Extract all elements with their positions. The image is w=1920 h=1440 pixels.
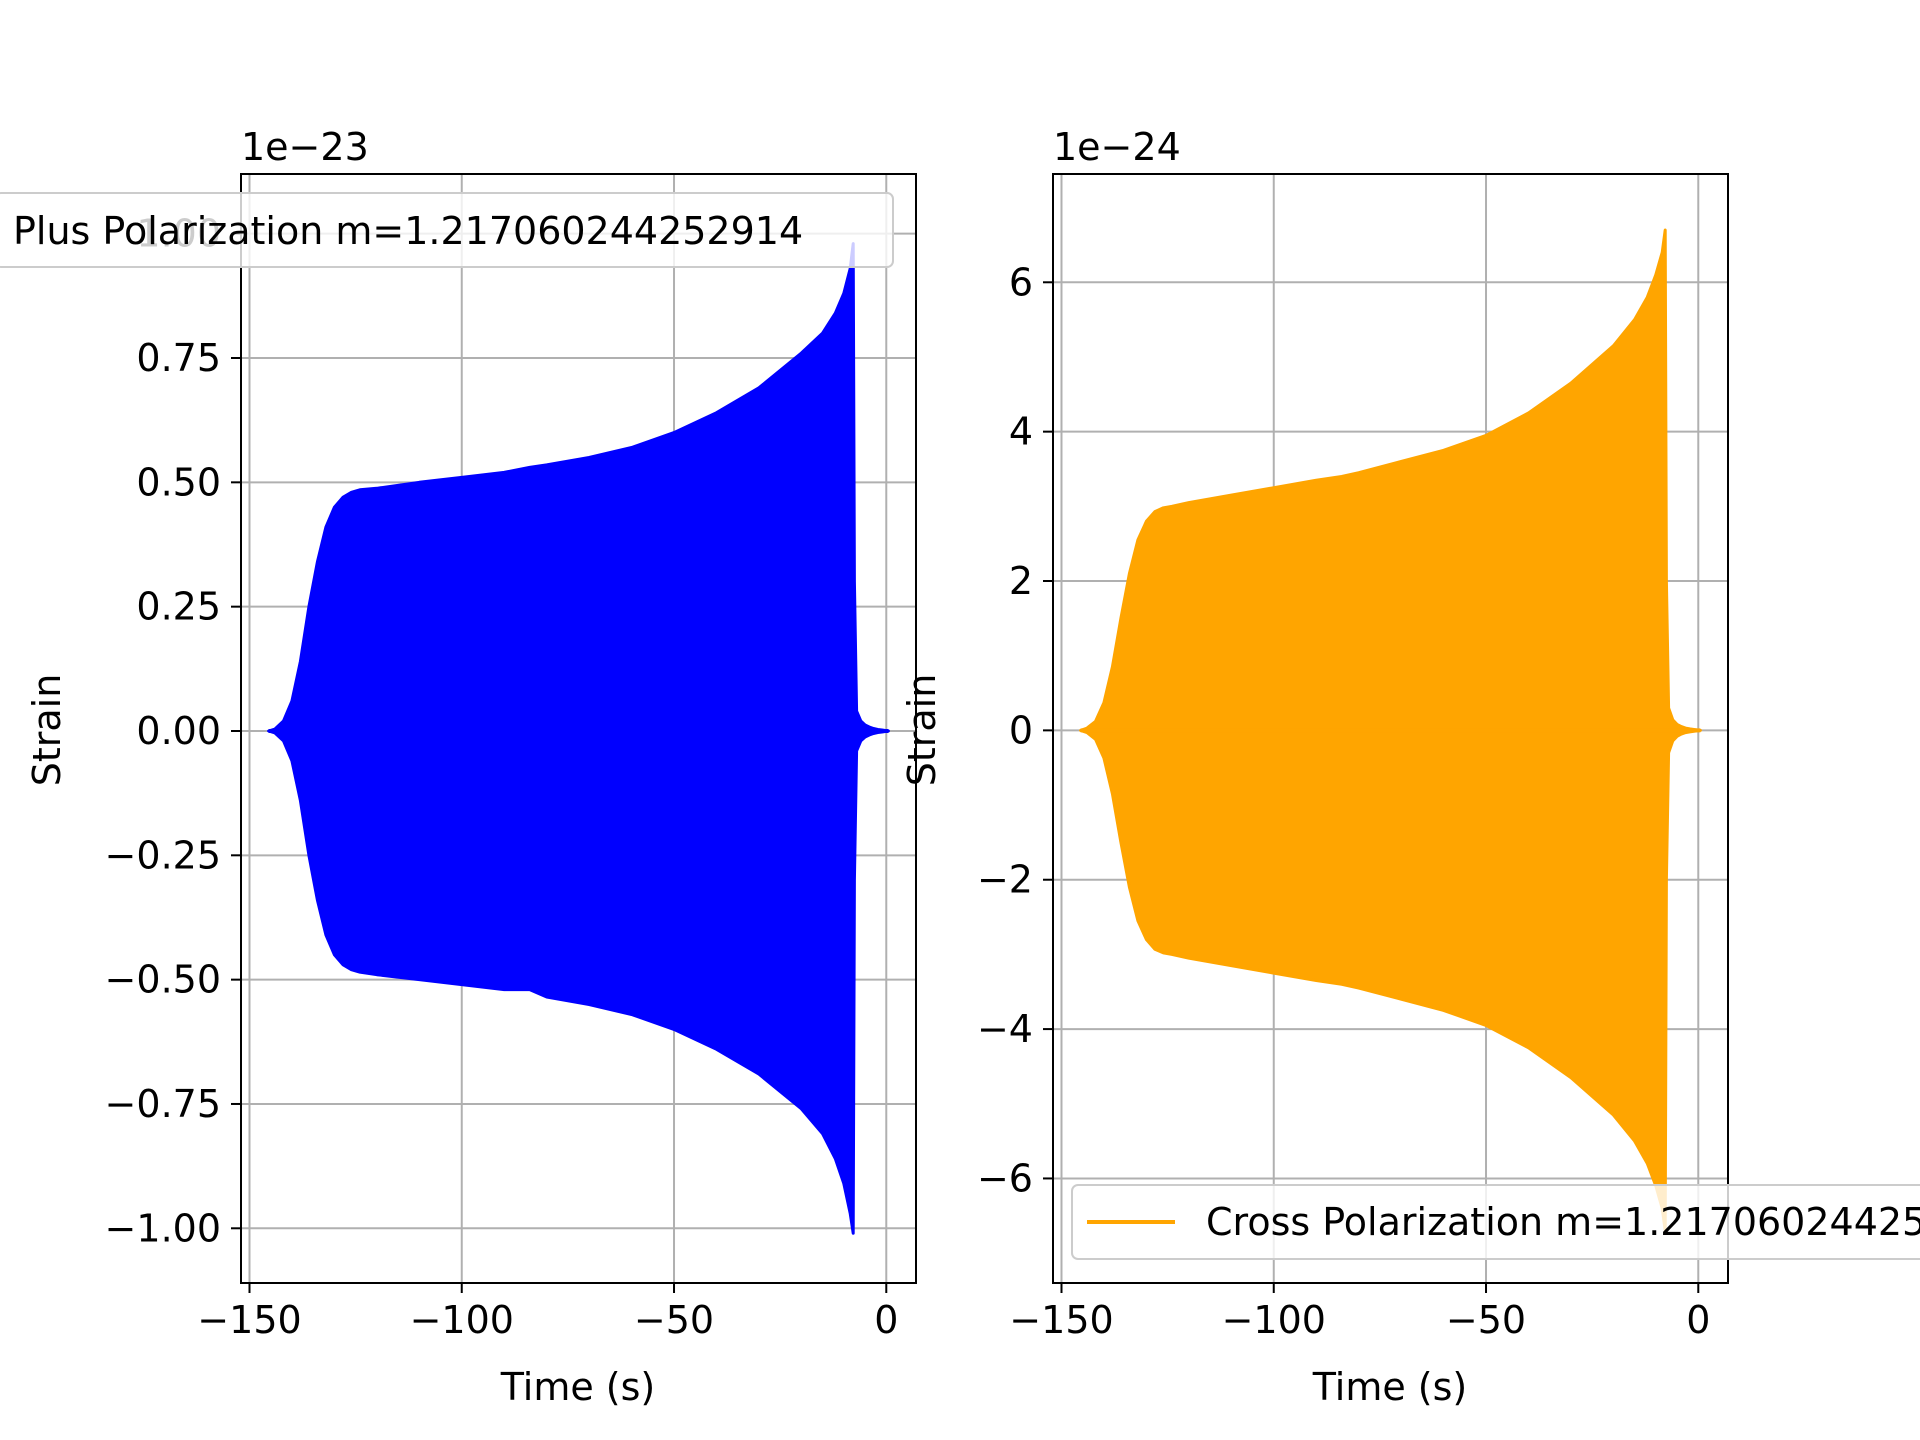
xticks-cross: −150 −100 −50 0: [1009, 1283, 1710, 1342]
ytick-label-cross-1: −4: [977, 1007, 1033, 1051]
x-axis-label-plus: Time (s): [500, 1365, 656, 1409]
xtick-label-cross-1: −100: [1222, 1298, 1326, 1342]
y-axis-label-plus: Strain: [25, 674, 69, 787]
subplot-cross: −150 −100 −50 0 −6 −4 −2 0 2 4 6 1e−24 Time (s) S…: [900, 125, 1920, 1409]
xtick-label-plus-0: −150: [197, 1298, 301, 1342]
ytick-label-plus-7: 0.75: [136, 336, 221, 380]
ytick-label-cross-2: −2: [977, 858, 1033, 902]
xtick-label-plus-1: −100: [410, 1298, 514, 1342]
legend-box-plus: [0, 192, 894, 268]
xtick-label-cross-3: 0: [1686, 1298, 1710, 1342]
ytick-label-plus-1: −0.75: [105, 1082, 221, 1126]
ytick-label-cross-3: 0: [1009, 708, 1033, 752]
axes-frame-plus: [240, 173, 917, 1284]
xtick-label-plus-3: 0: [874, 1298, 898, 1342]
legend-label-plus: Plus Polarization m=1.217060244252914: [13, 209, 803, 253]
ytick-label-plus-3: −0.25: [105, 833, 221, 877]
y-axis-label-cross: Strain: [900, 674, 944, 787]
legend-box-cross: [1071, 1184, 1920, 1260]
xtick-label-cross-2: −50: [1446, 1298, 1526, 1342]
ytick-label-plus-0: −1.00: [105, 1206, 221, 1250]
subplot-plus: −150 −100 −50 0 −1.00 −0.75 −0.50 −0.25 0.00 0.2…: [0, 125, 917, 1409]
xtick-label-cross-0: −150: [1009, 1298, 1113, 1342]
x-axis-label-cross: Time (s): [1312, 1365, 1468, 1409]
ytick-label-plus-4: 0.00: [136, 709, 221, 753]
axes-frame-cross: [1052, 173, 1729, 1284]
ytick-label-cross-4: 2: [1009, 559, 1033, 603]
ytick-label-plus-5: 0.25: [136, 585, 221, 629]
offset-text-plus: 1e−23: [241, 125, 369, 169]
ytick-label-cross-0: −6: [977, 1156, 1033, 1200]
legend-cross: Cross Polarization m=1.217060244252914: [1071, 1184, 1920, 1260]
ytick-label-cross-5: 4: [1009, 410, 1033, 454]
legend-plus: Plus Polarization m=1.217060244252914: [0, 192, 894, 268]
legend-label-cross: Cross Polarization m=1.217060244252914: [1206, 1200, 1920, 1244]
ytick-label-cross-6: 6: [1009, 260, 1033, 304]
offset-text-cross: 1e−24: [1053, 125, 1181, 169]
xtick-label-plus-2: −50: [634, 1298, 714, 1342]
yticks-cross: −6 −4 −2 0 2 4 6: [977, 260, 1053, 1200]
ytick-label-plus-6: 0.50: [136, 460, 221, 504]
xticks-plus: −150 −100 −50 0: [197, 1283, 898, 1342]
ytick-label-plus-2: −0.50: [105, 958, 221, 1002]
